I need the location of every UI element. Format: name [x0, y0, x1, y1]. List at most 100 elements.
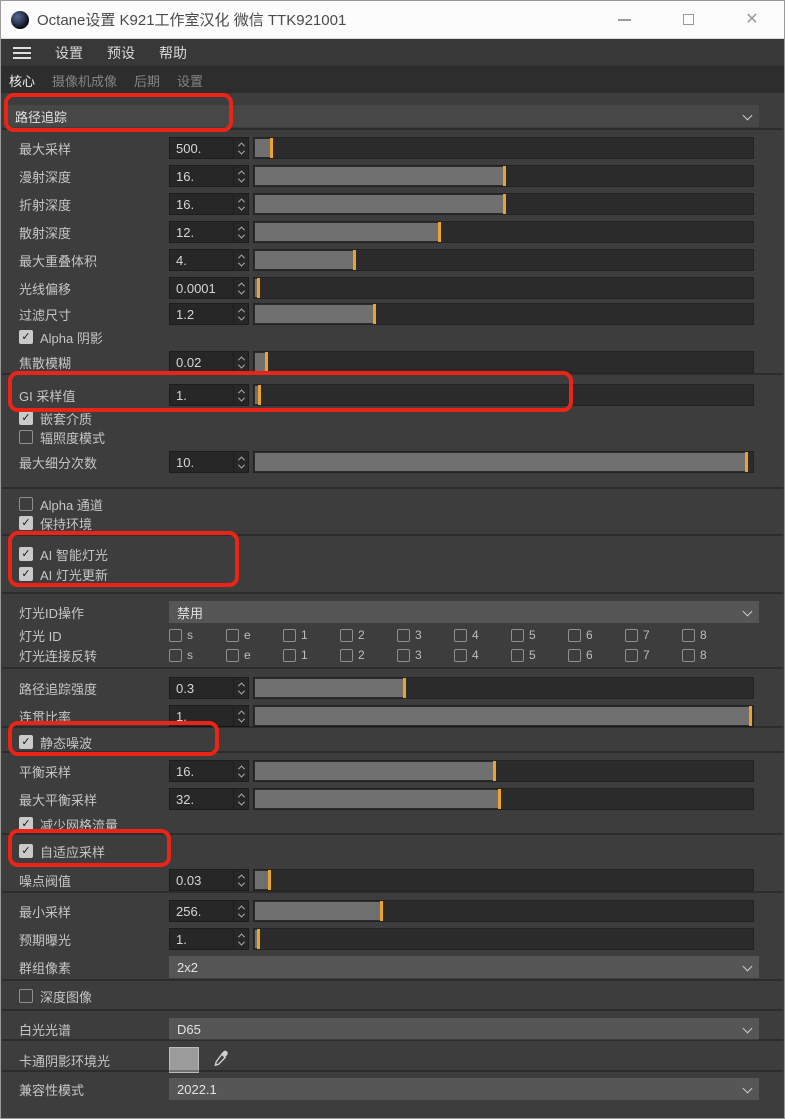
parallel-samples-spinner[interactable]: 16. [169, 760, 249, 782]
max-parallel-samples-slider[interactable] [253, 788, 754, 810]
light-ids-checkbox-4[interactable] [454, 628, 467, 642]
stepper-arrows-icon[interactable] [233, 166, 248, 186]
light-ids-checkbox-6[interactable] [568, 628, 581, 642]
ray-offset-spinner[interactable]: 0.0001 [169, 277, 249, 299]
tab-core[interactable]: 核心 [9, 73, 36, 89]
light-linking-invert-checkbox-2[interactable] [340, 648, 353, 662]
parallel-samples-slider[interactable] [253, 760, 754, 782]
white-light-spectrum-dropdown[interactable]: D65 [169, 1018, 759, 1040]
kernel-type-dropdown[interactable]: 路径追踪 [7, 105, 759, 127]
refraction-depth-spinner[interactable]: 16. [169, 193, 249, 215]
max-overlap-volume-spinner[interactable]: 4. [169, 249, 249, 271]
light-linking-invert-checkbox-1[interactable] [283, 648, 296, 662]
noise-threshold-slider[interactable] [253, 869, 754, 891]
light-linking-invert-checkbox-6[interactable] [568, 648, 581, 662]
stepper-arrows-icon[interactable] [233, 138, 248, 158]
alpha-shadows-checkbox[interactable]: ✓ [19, 330, 33, 344]
light-ids-checkbox-2[interactable] [340, 628, 353, 642]
stepper-arrows-icon[interactable] [233, 789, 248, 809]
noise-threshold-spinner[interactable]: 0.03 [169, 869, 249, 891]
gi-clamp-spinner[interactable]: 1. [169, 384, 249, 406]
stepper-arrows-icon[interactable] [233, 870, 248, 890]
static-noise-checkbox[interactable]: ✓ [19, 735, 33, 749]
light-ids-checkbox-s[interactable] [169, 628, 182, 642]
ai-light-update-checkbox[interactable]: ✓ [19, 567, 33, 581]
stepper-arrows-icon[interactable] [233, 278, 248, 298]
eyedropper-icon[interactable] [211, 1048, 231, 1073]
coherent-ratio-spinner[interactable]: 1. [169, 705, 249, 727]
expected-exposure-slider[interactable] [253, 928, 754, 950]
stepper-arrows-icon[interactable] [233, 452, 248, 472]
keep-environment-checkbox[interactable]: ✓ [19, 516, 33, 530]
max-subdivision-spinner[interactable]: 10. [169, 451, 249, 473]
path-trace-power-spinner[interactable]: 0.3 [169, 677, 249, 699]
stepper-arrows-icon[interactable] [233, 706, 248, 726]
reduce-net-traffic-checkbox[interactable]: ✓ [19, 817, 33, 831]
max-samples-spinner[interactable]: 500. [169, 137, 249, 159]
light-ids-checkbox-e[interactable] [226, 628, 239, 642]
adaptive-sampling-checkbox[interactable]: ✓ [19, 844, 33, 858]
path-trace-power-slider[interactable] [253, 677, 754, 699]
light-linking-invert-checkbox-8[interactable] [682, 648, 695, 662]
light-linking-invert-checkbox-3[interactable] [397, 648, 410, 662]
stepper-arrows-icon[interactable] [233, 250, 248, 270]
light-ids-checkbox-8[interactable] [682, 628, 695, 642]
menu-item-help[interactable]: 帮助 [159, 44, 187, 61]
filter-size-spinner[interactable]: 1.2 [169, 303, 249, 325]
min-samples-slider[interactable] [253, 900, 754, 922]
diffuse-depth-slider[interactable] [253, 165, 754, 187]
stepper-arrows-icon[interactable] [233, 304, 248, 324]
coherent-ratio-slider[interactable] [253, 705, 754, 727]
max-subdivision-slider[interactable] [253, 451, 754, 473]
minimize-button[interactable] [592, 1, 656, 38]
stepper-arrows-icon[interactable] [233, 929, 248, 949]
light-ids-checkbox-7[interactable] [625, 628, 638, 642]
deep-image-checkbox[interactable] [19, 989, 33, 1003]
tab-post[interactable]: 后期 [134, 73, 161, 89]
tab-settings[interactable]: 设置 [177, 73, 204, 89]
menu-item-presets[interactable]: 预设 [107, 44, 135, 61]
light-linking-invert-checkbox-e[interactable] [226, 648, 239, 662]
light-id-action-dropdown[interactable]: 禁用 [169, 601, 759, 623]
menu-item-settings[interactable]: 设置 [55, 44, 83, 61]
refraction-depth-slider[interactable] [253, 193, 754, 215]
max-overlap-volume-slider[interactable] [253, 249, 754, 271]
light-linking-invert-checkbox-s[interactable] [169, 648, 182, 662]
nested-dielectrics-checkbox[interactable]: ✓ [19, 411, 33, 425]
irradiance-mode-checkbox[interactable] [19, 430, 33, 444]
max-samples-slider[interactable] [253, 137, 754, 159]
min-samples-spinner[interactable]: 256. [169, 900, 249, 922]
light-ids-checkbox-5[interactable] [511, 628, 524, 642]
diffuse-depth-spinner[interactable]: 16. [169, 165, 249, 187]
expected-exposure-spinner[interactable]: 1. [169, 928, 249, 950]
stepper-arrows-icon[interactable] [233, 222, 248, 242]
gi-clamp-slider[interactable] [253, 384, 754, 406]
stepper-arrows-icon[interactable] [233, 352, 248, 372]
light-linking-invert-checkbox-5[interactable] [511, 648, 524, 662]
alpha-channel-checkbox[interactable] [19, 497, 33, 511]
caustic-blur-slider[interactable] [253, 351, 754, 373]
compatibility-mode-dropdown[interactable]: 2022.1 [169, 1078, 759, 1100]
light-linking-invert-checkbox-4[interactable] [454, 648, 467, 662]
light-linking-invert-checkbox-7[interactable] [625, 648, 638, 662]
maximize-button[interactable] [656, 1, 720, 38]
stepper-arrows-icon[interactable] [233, 385, 248, 405]
light-ids-checkbox-1[interactable] [283, 628, 296, 642]
caustic-blur-spinner[interactable]: 0.02 [169, 351, 249, 373]
toon-shading-ambient-swatch[interactable] [169, 1047, 199, 1073]
filter-size-slider[interactable] [253, 303, 754, 325]
ray-offset-slider[interactable] [253, 277, 754, 299]
close-button[interactable]: ✕ [720, 1, 784, 38]
group-pixels-dropdown[interactable]: 2x2 [169, 956, 759, 978]
stepper-arrows-icon[interactable] [233, 678, 248, 698]
light-ids-checkbox-3[interactable] [397, 628, 410, 642]
stepper-arrows-icon[interactable] [233, 761, 248, 781]
ai-smart-light-checkbox[interactable]: ✓ [19, 547, 33, 561]
hamburger-icon[interactable] [13, 46, 31, 59]
stepper-arrows-icon[interactable] [233, 194, 248, 214]
scatter-depth-slider[interactable] [253, 221, 754, 243]
tab-camera-imager[interactable]: 摄像机成像 [52, 73, 118, 89]
max-parallel-samples-spinner[interactable]: 32. [169, 788, 249, 810]
scatter-depth-spinner[interactable]: 12. [169, 221, 249, 243]
stepper-arrows-icon[interactable] [233, 901, 248, 921]
